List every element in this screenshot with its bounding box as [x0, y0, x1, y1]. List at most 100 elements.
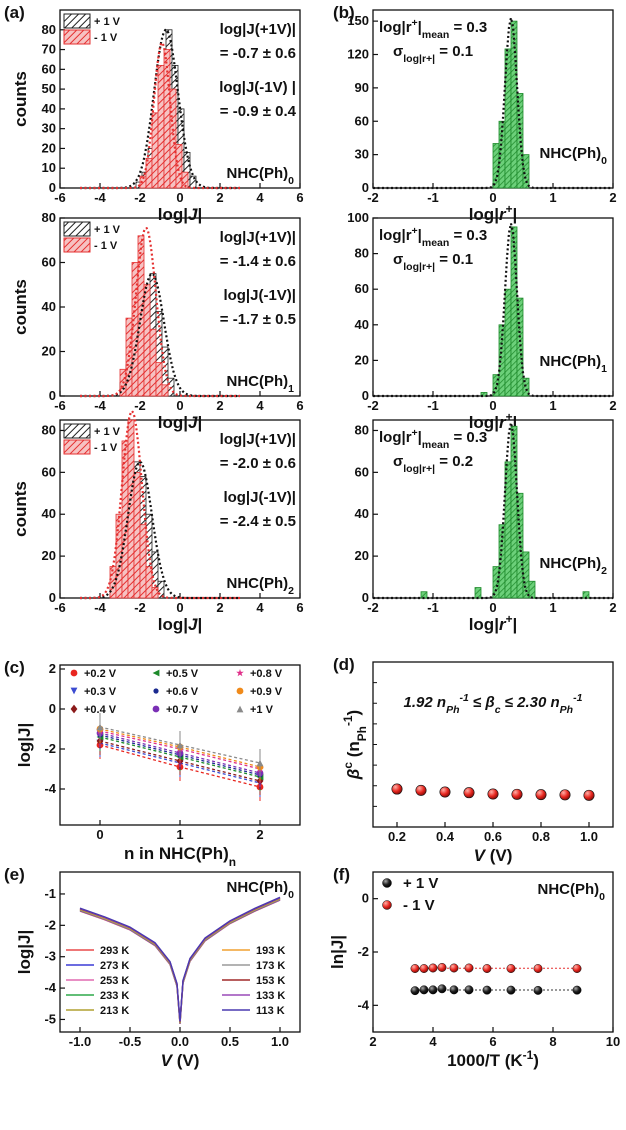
legend-marker — [236, 669, 244, 677]
y-tick-label: 30 — [355, 147, 369, 162]
legend-label: 133 K — [256, 990, 285, 1002]
legend-swatch-plus1v — [63, 423, 91, 439]
x-tick-label: -6 — [54, 190, 66, 205]
data-point — [463, 787, 475, 799]
data-point — [572, 964, 582, 973]
x-tick-label: -0.5 — [119, 1034, 141, 1049]
fit-label: log|J(+1V)| — [220, 229, 296, 246]
legend-swatch-minus1v — [63, 29, 91, 45]
x-tick-label: 1.0 — [580, 829, 598, 844]
sigma-annotation: σlog|r+| = 0.2 — [393, 453, 473, 475]
x-tick-label: 1 — [549, 600, 556, 615]
histogram-bar-rectification — [528, 580, 536, 599]
legend-swatch-plus1v — [63, 13, 91, 29]
y-tick-label: 60 — [42, 255, 56, 270]
histogram-bar-minus1v — [145, 157, 153, 189]
x-tick-label: 2 — [216, 190, 223, 205]
histogram-bar-minus1v — [161, 384, 169, 397]
fit-value: = -2.4 ± 0.5 — [220, 513, 296, 530]
fit-value: = -1.4 ± 0.6 — [220, 253, 296, 270]
legend-marker — [153, 688, 159, 694]
legend-label: +1 V — [250, 704, 274, 716]
x-tick-label: 2 — [369, 1034, 376, 1049]
legend-label: +0.8 V — [250, 668, 283, 680]
x-tick-label: -1 — [427, 600, 439, 615]
panel-label: (b) — [333, 3, 355, 22]
x-tick-label: -2 — [367, 600, 379, 615]
x-tick-label: 0.2 — [388, 829, 406, 844]
data-point — [428, 985, 438, 995]
histogram-bar-minus1v — [137, 235, 145, 397]
y-tick-label: 20 — [42, 140, 56, 155]
y-tick-label: -4 — [357, 997, 369, 1012]
y-tick-label: 40 — [42, 101, 56, 116]
data-point — [428, 963, 438, 973]
sigma-annotation: σlog|r+| = 0.1 — [393, 251, 473, 273]
legend-label: 153 K — [256, 975, 285, 987]
y-axis-label: ln|J| — [328, 935, 347, 969]
fit-label: log|J(+1V)| — [220, 431, 296, 448]
legend-marker — [70, 704, 78, 714]
data-point — [533, 985, 543, 995]
x-tick-label: 0 — [176, 190, 183, 205]
x-tick-label: 6 — [489, 1034, 496, 1049]
histogram-bar-minus1v — [155, 362, 163, 397]
legend-swatch-minus1v — [63, 439, 91, 455]
molecule-tag: NHC(Ph)2 — [227, 575, 295, 597]
x-tick-label: 0 — [176, 398, 183, 413]
x-axis-label: log|J| — [158, 413, 202, 432]
panel-f: 2 4 6 8 10 0 -2 -4 + 1 V - 1 V NHC(Ph)0 1000/T (K-1… — [328, 865, 620, 1070]
histogram-bar-rectification — [504, 48, 512, 189]
x-tick-label: 6 — [296, 398, 303, 413]
data-point — [506, 985, 516, 995]
histogram-bar-minus1v — [143, 284, 151, 397]
legend-label: 293 K — [100, 945, 129, 957]
y-tick-label: 50 — [42, 81, 56, 96]
legend-label-minus1v: - 1 V — [94, 240, 118, 252]
y-tick-label: 0 — [49, 180, 56, 195]
y-tick-label: 120 — [347, 47, 369, 62]
histogram-bar-minus1v — [149, 328, 157, 397]
y-tick-label: 40 — [355, 317, 369, 332]
histogram-bar-minus1v — [163, 49, 171, 189]
data-point — [437, 984, 447, 994]
molecule-tag: NHC(Ph)0 — [540, 145, 608, 167]
legend-label: 253 K — [100, 975, 129, 987]
data-point — [419, 964, 429, 973]
legend-marker — [70, 687, 78, 695]
data-point — [410, 986, 420, 996]
x-axis-label: log|J| — [158, 615, 202, 634]
histogram-bar-rectification — [516, 93, 524, 189]
y-tick-label: 60 — [355, 113, 369, 128]
x-tick-label: 6 — [296, 190, 303, 205]
mean-annotation: log|r+|mean = 0.3 — [379, 17, 487, 41]
x-tick-label: 1 — [176, 827, 183, 842]
x-tick-label: -4 — [94, 398, 106, 413]
legend-label-minus1v: - 1 V — [94, 442, 118, 454]
legend-label-plus1v: + 1 V — [94, 16, 121, 28]
x-tick-label: -1 — [427, 190, 439, 205]
y-tick-label: -2 — [357, 944, 369, 959]
histogram-bar-minus1v — [121, 440, 129, 599]
histogram-bar-rectification — [522, 154, 530, 189]
fit-value: = -0.7 ± 0.6 — [220, 45, 296, 62]
legend-label: +0.6 V — [166, 686, 199, 698]
legend-label: +0.5 V — [166, 668, 199, 680]
legend-marker — [382, 878, 392, 888]
panel-label: (c) — [4, 658, 25, 677]
x-tick-label: 4 — [256, 190, 264, 205]
y-tick-label: 60 — [355, 464, 369, 479]
legend-marker — [382, 900, 392, 910]
histogram-bar-minus1v — [151, 112, 159, 189]
x-tick-label: -2 — [367, 190, 379, 205]
data-point — [256, 759, 264, 767]
histogram-bar-rectification — [522, 377, 530, 397]
data-point — [482, 985, 492, 995]
histogram-bar-rectification — [510, 226, 518, 397]
molecule-tag: NHC(Ph)0 — [227, 165, 295, 187]
y-tick-label: 20 — [355, 548, 369, 563]
panel-label: (f) — [333, 865, 350, 884]
fit-value: = -0.9 ± 0.4 — [220, 103, 297, 120]
